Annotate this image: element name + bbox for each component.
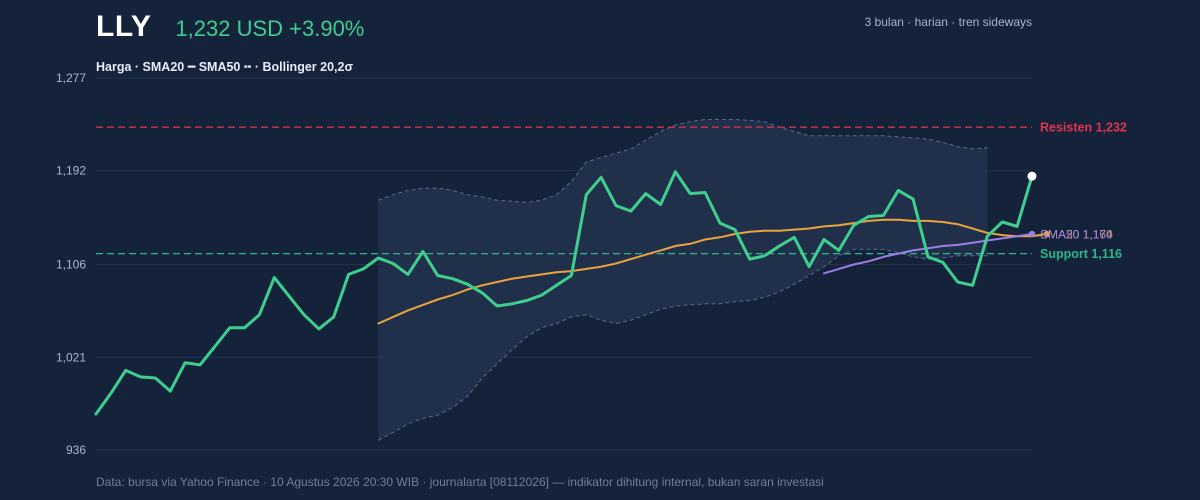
- bollinger-lower-line: [378, 248, 988, 441]
- end-markers: [1027, 171, 1051, 238]
- resistance-label: Resisten 1,232: [1040, 121, 1127, 135]
- y-tick-label: 1,277: [56, 71, 86, 85]
- data-source-footer: Data: bursa via Yahoo Finance · 10 Agust…: [96, 475, 824, 489]
- sma50-end-marker: [1028, 230, 1036, 238]
- y-tick-label: 1,192: [56, 164, 86, 178]
- price-line: [94, 170, 1034, 416]
- support-label: Support 1,116: [1040, 247, 1122, 261]
- end-labels: Resisten 1,232 Support 1,116 SMA20 1,174SM…: [1040, 121, 1127, 262]
- level-lines: [96, 126, 1032, 255]
- ticker-symbol: LLY: [96, 10, 152, 43]
- y-tick-label: 1,106: [56, 258, 86, 272]
- bollinger-band: [378, 119, 988, 441]
- sma50-end-label: SMA50 1,160: [1040, 228, 1113, 242]
- chart-legend: Harga · SMA20 ━ SMA50 ╍ · Bollinger 20,2…: [96, 60, 354, 74]
- y-axis-ticks: 1,277 1,192 1,106 1,021 936: [56, 71, 86, 457]
- price-end-marker: [1027, 171, 1037, 181]
- sma20-end-marker: [1043, 230, 1051, 238]
- y-tick-label: 1,021: [56, 350, 86, 364]
- price-change: 1,232 USD +3.90%: [175, 16, 365, 41]
- series-lines: [94, 170, 1048, 416]
- chart-subtitle: 3 bulan · harian · tren sideways: [864, 15, 1032, 29]
- sma20-line: [377, 218, 1048, 325]
- y-tick-label: 936: [66, 443, 86, 457]
- sma20-end-label: SMA20 1,174: [1040, 228, 1113, 242]
- sma50-line: [823, 233, 1033, 275]
- bollinger-band-fill: [378, 119, 988, 441]
- header: LLY 1,232 USD +3.90%: [96, 10, 364, 44]
- bollinger-upper-line: [378, 119, 988, 203]
